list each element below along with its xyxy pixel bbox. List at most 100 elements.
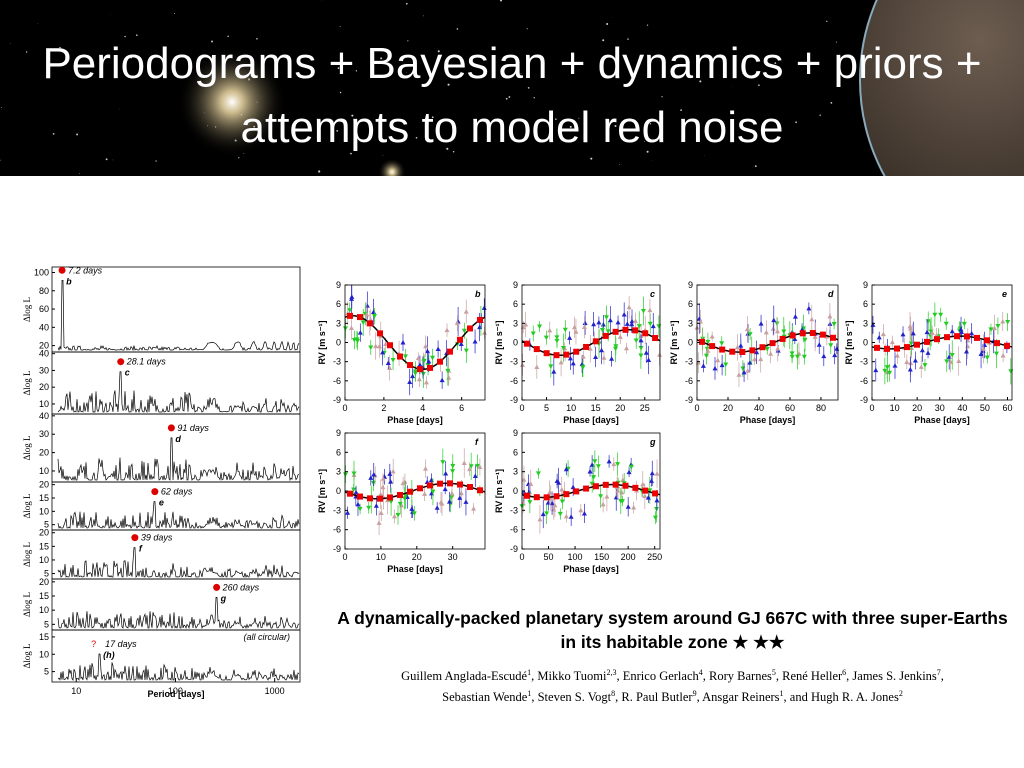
rv-point [342, 326, 348, 331]
rv-point [764, 347, 770, 352]
rv-point [443, 471, 449, 476]
y-axis-label: Δlog L [22, 592, 32, 617]
rv-point [472, 473, 478, 479]
rv-point [709, 334, 715, 339]
y-tick-label: 5 [44, 619, 49, 629]
note: (all circular) [243, 632, 290, 642]
binned-point [944, 334, 950, 341]
y-tick-label: 60 [39, 304, 49, 314]
rv-point [570, 484, 576, 490]
x-tick-label: 80 [816, 403, 826, 413]
rv-point [745, 368, 751, 373]
rv-point [446, 499, 452, 504]
rv-point [645, 495, 651, 500]
x-tick-label: 0 [342, 552, 347, 562]
x-tick-label: 250 [647, 552, 662, 562]
y-axis-label: RV [m s⁻¹] [844, 320, 854, 364]
y-tick-label: 3 [863, 318, 868, 328]
rv-point [364, 311, 370, 317]
rv-point [789, 354, 795, 360]
author: , Mikko Tuomi [531, 669, 607, 684]
binned-point [652, 490, 659, 497]
rv-point [613, 494, 619, 500]
binned-point [377, 495, 383, 502]
rv-point [568, 514, 574, 519]
planet-letter: f [475, 437, 479, 447]
binned-point [612, 481, 619, 488]
rv-point [570, 360, 576, 366]
rv-point [912, 357, 918, 363]
rv-point [932, 312, 938, 318]
star-dot [646, 150, 649, 153]
star-dot [350, 152, 352, 155]
rv-point [423, 379, 429, 385]
y-tick-label: 10 [39, 506, 49, 516]
y-tick-label: -3 [510, 505, 518, 515]
affiliation: 1 [779, 689, 784, 699]
x-tick-label: 150 [594, 552, 609, 562]
rv-point [535, 471, 541, 476]
rv-point [943, 321, 949, 327]
rv-point [963, 348, 969, 354]
star-dot [105, 158, 108, 161]
rv-point [624, 321, 630, 326]
y-tick-label: 20 [39, 480, 49, 490]
binned-point [934, 336, 940, 343]
rv-point [400, 480, 406, 486]
rv-point [415, 355, 421, 361]
rv-point [956, 358, 962, 363]
binned-point [427, 482, 433, 489]
y-tick-label: 9 [863, 280, 868, 290]
star-dot [578, 117, 580, 119]
rv-point [698, 318, 704, 324]
binned-point [642, 330, 649, 337]
x-tick-label: 10 [71, 686, 81, 696]
rv-point [407, 379, 413, 385]
rv-point [747, 332, 753, 337]
star [177, 47, 287, 157]
star-dot [795, 121, 797, 124]
x-tick-label: 25 [640, 403, 650, 413]
x-tick-label: 10 [890, 403, 900, 413]
binned-point [632, 327, 639, 334]
rv-point [467, 466, 473, 472]
author: , James S. Jenkins [846, 669, 937, 684]
star-dot [444, 68, 445, 70]
rv-point [390, 468, 396, 474]
rv-point [422, 491, 428, 496]
rv-point [599, 347, 605, 353]
binned-point [829, 334, 836, 341]
rv-point [591, 321, 597, 327]
binned-point [904, 344, 910, 351]
x-tick-label: 1000 [265, 686, 285, 696]
y-tick-label: -6 [333, 525, 341, 535]
star-dot [10, 42, 12, 44]
y-tick-label: 40 [39, 411, 49, 421]
rv-point [615, 487, 621, 493]
rv-point [355, 501, 361, 507]
y-tick-label: 6 [336, 447, 341, 457]
rv-point [646, 357, 652, 362]
rv-point [918, 364, 924, 369]
paper-title-text: A dynamically-packed planetary system ar… [337, 608, 1008, 652]
periodogram-curve [57, 653, 300, 681]
rv-point [949, 328, 955, 334]
binned-point [377, 330, 383, 337]
rv-point [351, 338, 357, 343]
y-tick-label: 15 [39, 591, 49, 601]
peak-dot [151, 488, 159, 496]
rv-point [567, 355, 573, 361]
rv-point [747, 360, 753, 365]
rv-point [649, 470, 655, 476]
rv-point [649, 478, 655, 483]
rv-point [372, 314, 378, 319]
y-tick-label: -6 [510, 525, 518, 535]
star-dot [835, 41, 837, 43]
star-dot [819, 114, 821, 116]
rv-point [978, 351, 984, 356]
rv-point [628, 465, 634, 470]
x-tick-label: 4 [420, 403, 425, 413]
rv-point [647, 307, 653, 313]
rv-point [578, 507, 584, 513]
